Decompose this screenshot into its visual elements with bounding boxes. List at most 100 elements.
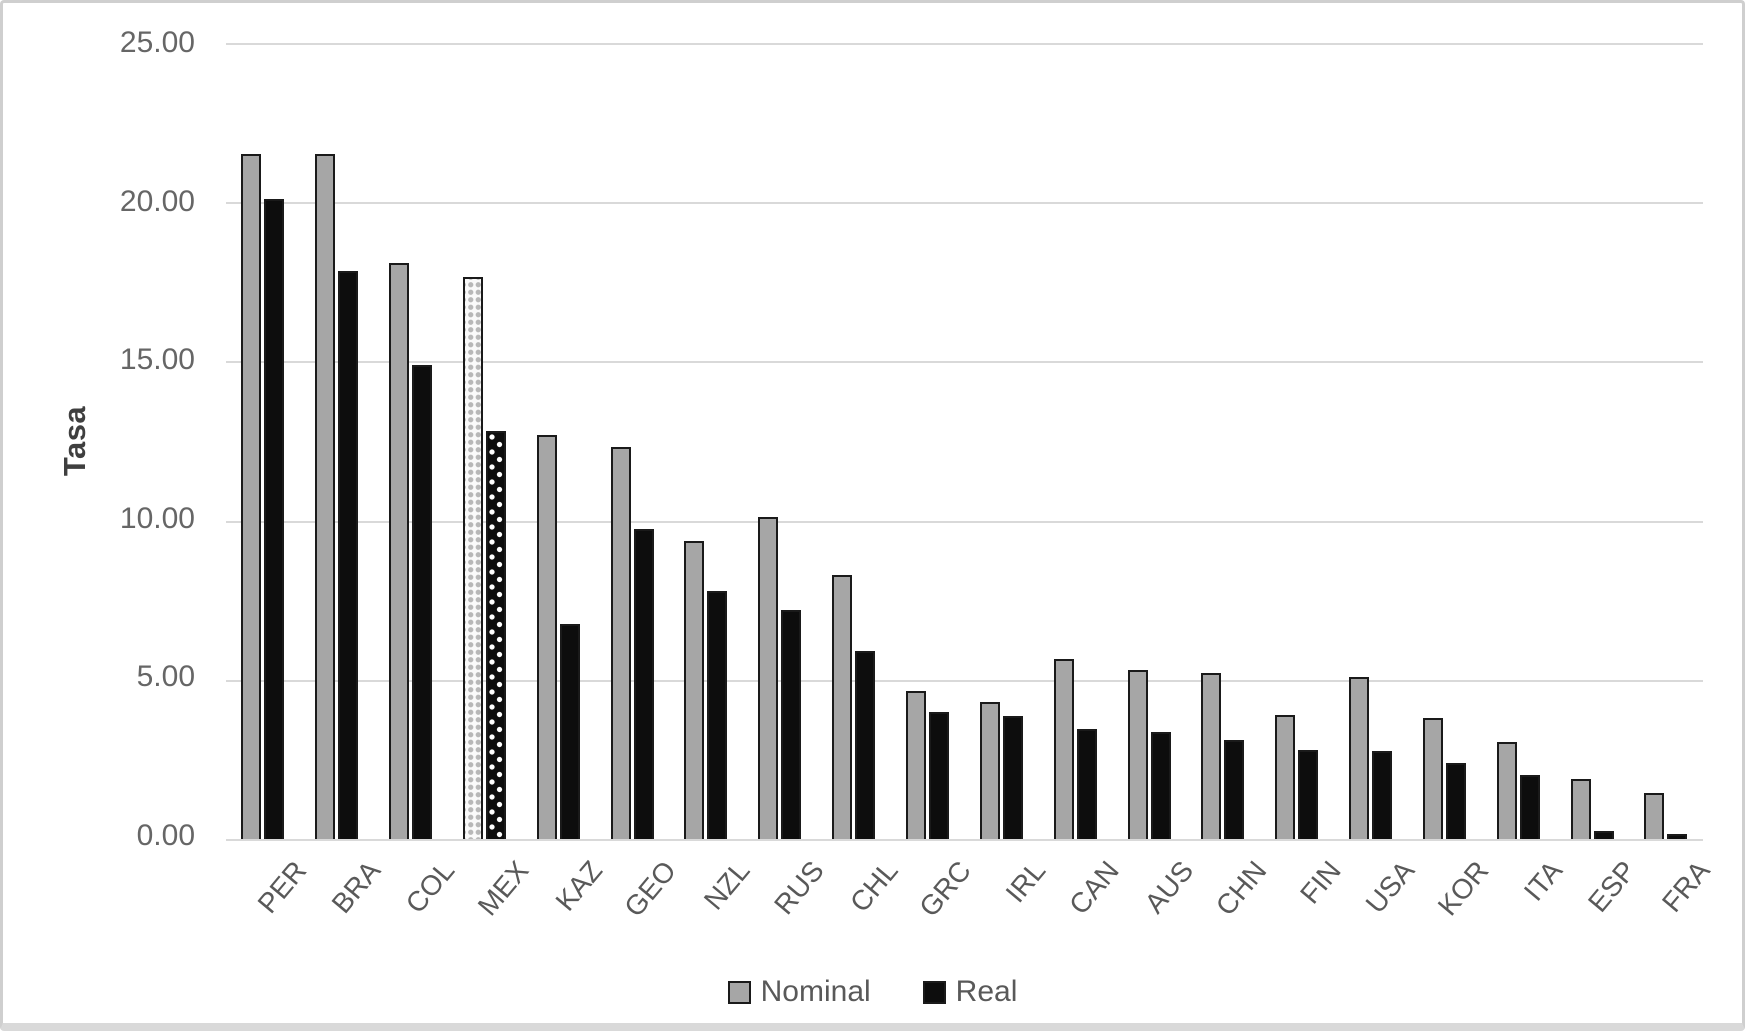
bar-group-mex bbox=[448, 43, 522, 839]
bar-group-nzl bbox=[669, 43, 743, 839]
per-real-bar bbox=[264, 199, 285, 839]
fin-real-bar bbox=[1298, 749, 1319, 839]
x-tick-label-per: PER bbox=[251, 855, 313, 920]
geo-real-bar bbox=[633, 528, 654, 839]
col-real-bar bbox=[412, 364, 433, 839]
x-tick-label-esp: ESP bbox=[1582, 855, 1642, 918]
bra-real-bar bbox=[338, 270, 359, 839]
usa-real-bar bbox=[1372, 751, 1393, 839]
grc-real-bar bbox=[929, 711, 950, 839]
y-tick-label: 25.00 bbox=[119, 26, 195, 59]
y-tick-label: 5.00 bbox=[136, 660, 195, 694]
fra-nominal-bar bbox=[1644, 792, 1665, 839]
fra-real-bar bbox=[1667, 834, 1688, 839]
real-swatch-icon bbox=[922, 980, 946, 1004]
bars-layer bbox=[226, 43, 1703, 839]
bar-group-fra bbox=[1629, 43, 1703, 839]
x-tick-label-fin: FIN bbox=[1293, 855, 1347, 910]
chn-real-bar bbox=[1224, 740, 1245, 839]
x-tick-label-geo: GEO bbox=[618, 855, 682, 923]
x-tick-label-mex: MEX bbox=[471, 855, 535, 922]
rus-real-bar bbox=[781, 609, 802, 839]
x-tick-label-ita: ITA bbox=[1517, 855, 1569, 907]
legend-item-real: Real bbox=[922, 975, 1018, 1009]
gridline bbox=[226, 839, 1703, 841]
bar-group-kor bbox=[1408, 43, 1482, 839]
aus-nominal-bar bbox=[1127, 670, 1148, 839]
irl-real-bar bbox=[1002, 716, 1023, 839]
bar-group-usa bbox=[1334, 43, 1408, 839]
bar-group-per bbox=[226, 43, 300, 839]
gridline bbox=[226, 202, 1703, 205]
can-real-bar bbox=[1076, 729, 1097, 839]
x-tick-label-nzl: NZL bbox=[698, 855, 756, 916]
ita-nominal-bar bbox=[1496, 741, 1517, 839]
bar-group-grc bbox=[891, 43, 965, 839]
per-nominal-bar bbox=[241, 154, 262, 839]
y-tick-label: 0.00 bbox=[136, 819, 195, 852]
geo-nominal-bar bbox=[610, 447, 631, 839]
esp-real-bar bbox=[1593, 831, 1614, 839]
mex-nominal-bar bbox=[462, 277, 483, 839]
gridline bbox=[226, 43, 1703, 45]
x-tick-label-fra: FRA bbox=[1656, 855, 1716, 918]
x-tick-label-bra: BRA bbox=[325, 855, 387, 920]
fin-nominal-bar bbox=[1275, 714, 1296, 839]
x-tick-label-irl: IRL bbox=[999, 855, 1052, 909]
legend-label-real: Real bbox=[955, 975, 1018, 1008]
bra-nominal-bar bbox=[315, 154, 336, 839]
bar-group-esp bbox=[1555, 43, 1629, 839]
legend-item-nominal: Nominal bbox=[727, 975, 871, 1009]
bar-group-rus bbox=[743, 43, 817, 839]
bar-group-fin bbox=[1260, 43, 1334, 839]
y-tick-label: 10.00 bbox=[119, 501, 195, 535]
plot-area bbox=[226, 43, 1703, 841]
x-tick-label-chn: CHN bbox=[1209, 855, 1273, 922]
x-tick-label-can: CAN bbox=[1063, 855, 1126, 921]
chl-nominal-bar bbox=[832, 574, 853, 839]
nominal-swatch-icon bbox=[727, 980, 751, 1004]
x-tick-label-aus: AUS bbox=[1138, 855, 1199, 920]
usa-nominal-bar bbox=[1349, 676, 1370, 839]
can-nominal-bar bbox=[1053, 659, 1074, 839]
x-tick-label-usa: USA bbox=[1359, 855, 1421, 920]
chl-real-bar bbox=[855, 651, 876, 839]
bar-group-kaz bbox=[521, 43, 595, 839]
kaz-real-bar bbox=[559, 624, 580, 839]
bar-group-chl bbox=[817, 43, 891, 839]
bar-group-ita bbox=[1481, 43, 1555, 839]
kor-real-bar bbox=[1445, 762, 1466, 839]
x-tick-label-chl: CHL bbox=[843, 855, 904, 918]
nzl-nominal-bar bbox=[684, 541, 705, 839]
bar-group-chn bbox=[1186, 43, 1260, 839]
y-tick-label: 15.00 bbox=[119, 343, 195, 377]
legend-label-nominal: Nominal bbox=[760, 975, 871, 1008]
bar-group-geo bbox=[595, 43, 669, 839]
kor-nominal-bar bbox=[1422, 718, 1443, 839]
y-axis-tick-labels: 25.00 20.00 15.00 10.00 5.00 0.00 bbox=[3, 26, 195, 852]
gridline bbox=[226, 361, 1703, 364]
y-tick-label: 20.00 bbox=[119, 184, 195, 218]
bar-group-irl bbox=[964, 43, 1038, 839]
x-tick-label-kaz: KAZ bbox=[549, 855, 609, 917]
esp-nominal-bar bbox=[1570, 778, 1591, 839]
grc-nominal-bar bbox=[906, 690, 927, 839]
x-tick-label-col: COL bbox=[399, 855, 461, 920]
nzl-real-bar bbox=[707, 590, 728, 839]
x-tick-label-kor: KOR bbox=[1431, 855, 1495, 922]
x-axis-tick-labels: PER BRA COL MEX KAZ GEO NZL RUS CHL GRC IRL CAN AUS C… bbox=[226, 839, 1716, 959]
bar-group-aus bbox=[1112, 43, 1186, 839]
col-nominal-bar bbox=[389, 262, 410, 839]
legend: Nominal Real bbox=[3, 975, 1742, 1009]
rus-nominal-bar bbox=[758, 517, 779, 839]
ita-real-bar bbox=[1519, 775, 1540, 839]
x-tick-label-rus: RUS bbox=[767, 855, 830, 921]
bar-group-can bbox=[1038, 43, 1112, 839]
x-tick-label-grc: GRC bbox=[913, 855, 978, 923]
irl-nominal-bar bbox=[979, 702, 1000, 839]
aus-real-bar bbox=[1150, 732, 1171, 839]
mex-real-bar bbox=[485, 431, 506, 839]
bar-group-bra bbox=[300, 43, 374, 839]
gridline bbox=[226, 520, 1703, 523]
